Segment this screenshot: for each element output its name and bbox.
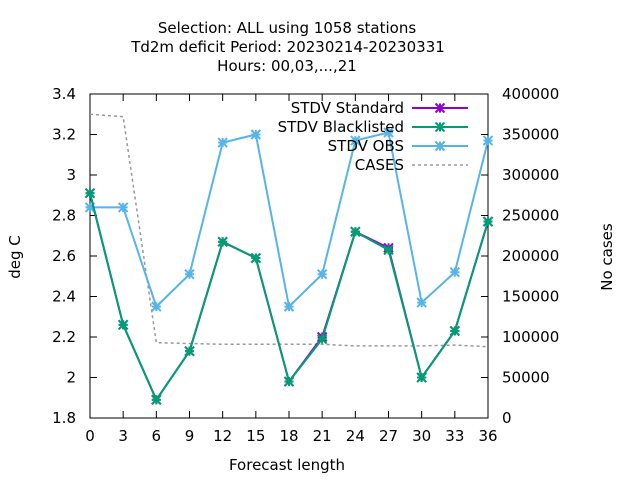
data-point-stdv-obs <box>217 137 228 148</box>
y-tick-label: 3 <box>66 166 76 184</box>
series-stdv-blacklisted <box>84 188 494 405</box>
chart-title-line-3: Hours: 00,03,...,21 <box>217 57 357 75</box>
data-point-stdv-blacklisted <box>316 333 328 345</box>
x-tick-label: 36 <box>478 427 497 445</box>
data-point-stdv-blacklisted <box>449 325 461 337</box>
data-point-stdv-obs <box>117 202 129 213</box>
plot-area: 0 3 6 9 12 15 18 21 24 27 30 33 361.822.22.42.62.833… <box>52 85 559 445</box>
data-point-stdv-blacklisted <box>383 244 394 256</box>
data-point-stdv-obs <box>283 301 295 312</box>
x-tick-label: 9 <box>185 427 195 445</box>
series-stdv-obs <box>84 127 494 312</box>
data-point-stdv-obs <box>250 129 262 140</box>
y2-tick-label: 0 <box>502 409 512 427</box>
data-point-stdv-obs <box>316 269 328 280</box>
series-line-cases <box>89 113 489 348</box>
legend-label-stdv-obs: STDV OBS <box>328 137 404 155</box>
x-tick-label: 24 <box>346 427 365 445</box>
y-tick-label: 2.2 <box>52 328 76 346</box>
y2-tick-label: 50000 <box>502 369 550 387</box>
chart-title-line-2: Td2m deficit Period: 20230214-20230331 <box>130 38 445 56</box>
data-point-stdv-obs <box>383 127 394 138</box>
data-point-stdv-obs <box>416 297 427 308</box>
y2-tick-label: 350000 <box>502 126 559 144</box>
x-tick-label: 3 <box>118 427 128 445</box>
legend-marker-stdv-standard <box>434 102 446 114</box>
y2-tick-label: 150000 <box>502 288 559 306</box>
data-point-stdv-blacklisted <box>84 188 96 199</box>
x-tick-label: 27 <box>379 427 398 445</box>
y-tick-label: 2.4 <box>52 288 76 306</box>
data-point-stdv-blacklisted <box>283 376 295 387</box>
data-point-stdv-blacklisted <box>184 345 195 357</box>
data-point-stdv-blacklisted <box>250 252 262 264</box>
x-tick-label: 30 <box>412 427 431 445</box>
y-tick-label: 2.8 <box>52 207 76 225</box>
data-point-stdv-blacklisted <box>217 236 228 248</box>
data-point-stdv-blacklisted <box>151 394 162 405</box>
x-tick-label: 15 <box>246 427 265 445</box>
y-tick-label: 1.8 <box>52 409 76 427</box>
x-tick-label: 33 <box>445 427 464 445</box>
x-tick-label: 12 <box>213 427 232 445</box>
x-tick-label: 0 <box>85 427 95 445</box>
chart-title: Selection: ALL using 1058 stations Td2m … <box>130 19 445 75</box>
legend-label-stdv-standard: STDV Standard <box>291 99 404 117</box>
y-tick-label: 2.6 <box>52 247 76 265</box>
x-tick-label: 6 <box>152 427 162 445</box>
data-point-stdv-obs <box>350 135 361 146</box>
x-axis-label: Forecast length <box>229 456 345 474</box>
y2-tick-label: 200000 <box>502 247 559 265</box>
x-tick-label: 21 <box>313 427 332 445</box>
data-point-stdv-obs <box>482 135 494 146</box>
data-point-stdv-blacklisted <box>350 226 361 237</box>
legend-label-stdv-blacklisted: STDV Blacklisted <box>278 118 404 136</box>
y-tick-label: 2 <box>66 369 76 387</box>
data-point-stdv-blacklisted <box>416 372 427 383</box>
series-cases <box>89 113 489 348</box>
series-layer <box>84 113 494 405</box>
data-point-stdv-blacklisted <box>117 319 129 331</box>
chart-title-line-1: Selection: ALL using 1058 stations <box>158 19 417 37</box>
y2-tick-label: 250000 <box>502 207 559 225</box>
legend-marker-stdv-blacklisted <box>434 121 446 133</box>
legend-marker-stdv-obs <box>434 140 446 152</box>
y-axis-label: deg C <box>6 235 24 279</box>
series-line-stdv-obs <box>90 131 489 309</box>
y-tick-label: 3.4 <box>52 85 76 103</box>
data-point-stdv-obs <box>184 269 195 280</box>
data-point-stdv-obs <box>449 266 461 278</box>
y2-tick-label: 300000 <box>502 166 559 184</box>
y2-tick-label: 100000 <box>502 328 559 346</box>
y2-axis-label: No cases <box>598 223 616 291</box>
data-point-stdv-obs <box>151 301 162 312</box>
y2-tick-label: 400000 <box>502 85 559 103</box>
series-stdv-standard <box>84 188 494 405</box>
legend-label-cases: CASES <box>355 156 404 174</box>
data-point-stdv-blacklisted <box>482 216 494 227</box>
y-tick-label: 3.2 <box>52 126 76 144</box>
x-tick-label: 18 <box>279 427 298 445</box>
